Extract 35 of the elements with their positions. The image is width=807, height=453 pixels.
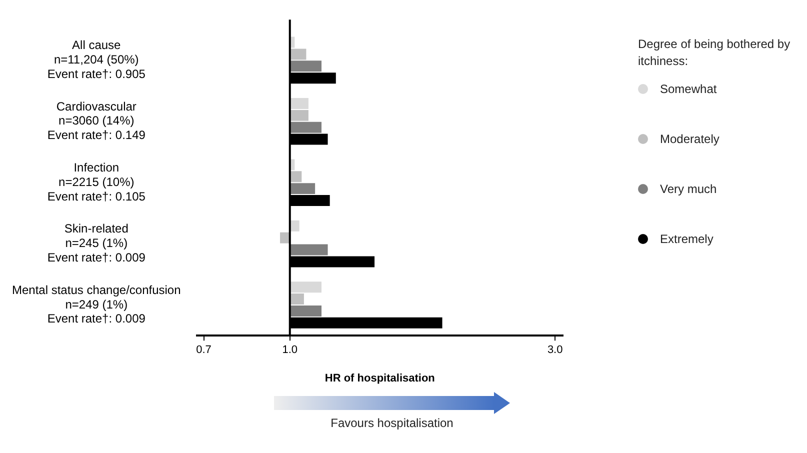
bar <box>290 110 308 121</box>
category-label: n=249 (1%) <box>65 297 128 312</box>
bar <box>290 305 322 316</box>
category-label: n=2215 (10%) <box>58 174 134 189</box>
bar <box>290 48 306 60</box>
bar <box>290 183 316 194</box>
category-label: Infection <box>74 160 120 175</box>
legend-title: Degree of being bothered by itchiness: <box>638 36 792 70</box>
bar <box>290 294 304 305</box>
text: Favours hospitalisation <box>330 416 454 430</box>
category-label: Event rate†: 0.009 <box>47 250 146 265</box>
category-label: Event rate†: 0.009 <box>47 312 146 326</box>
bar <box>290 282 322 293</box>
bar <box>290 98 308 109</box>
category-label: n=11,204 (50%) <box>54 52 139 67</box>
category-label: Skin-related <box>64 222 128 236</box>
category-label: Event rate†: 0.905 <box>47 66 146 81</box>
category-label: Event rate†: 0.105 <box>47 189 146 204</box>
x-tick-label: 0.7 <box>196 344 212 356</box>
legend-label: Extremely <box>660 232 714 246</box>
category-label: Cardiovascular <box>56 99 136 114</box>
category-label: Event rate†: 0.149 <box>47 128 146 142</box>
x-axis-title: HR of hospitalisation <box>324 372 436 384</box>
legend-label: Very much <box>660 182 717 196</box>
bar <box>290 244 328 256</box>
legend-label: Moderately <box>660 132 720 146</box>
legend-label: Somewhat <box>660 82 717 96</box>
x-tick-label: 1.0 <box>282 344 298 356</box>
bar <box>290 60 322 72</box>
category-label: Mental status change/confusion <box>12 282 181 297</box>
category-label: n=3060 (14%) <box>58 114 134 128</box>
x-tick-label: 3.0 <box>547 344 563 356</box>
category-label: n=245 (1%) <box>65 236 128 250</box>
bar <box>290 122 322 133</box>
category-label: All cause <box>72 38 121 52</box>
